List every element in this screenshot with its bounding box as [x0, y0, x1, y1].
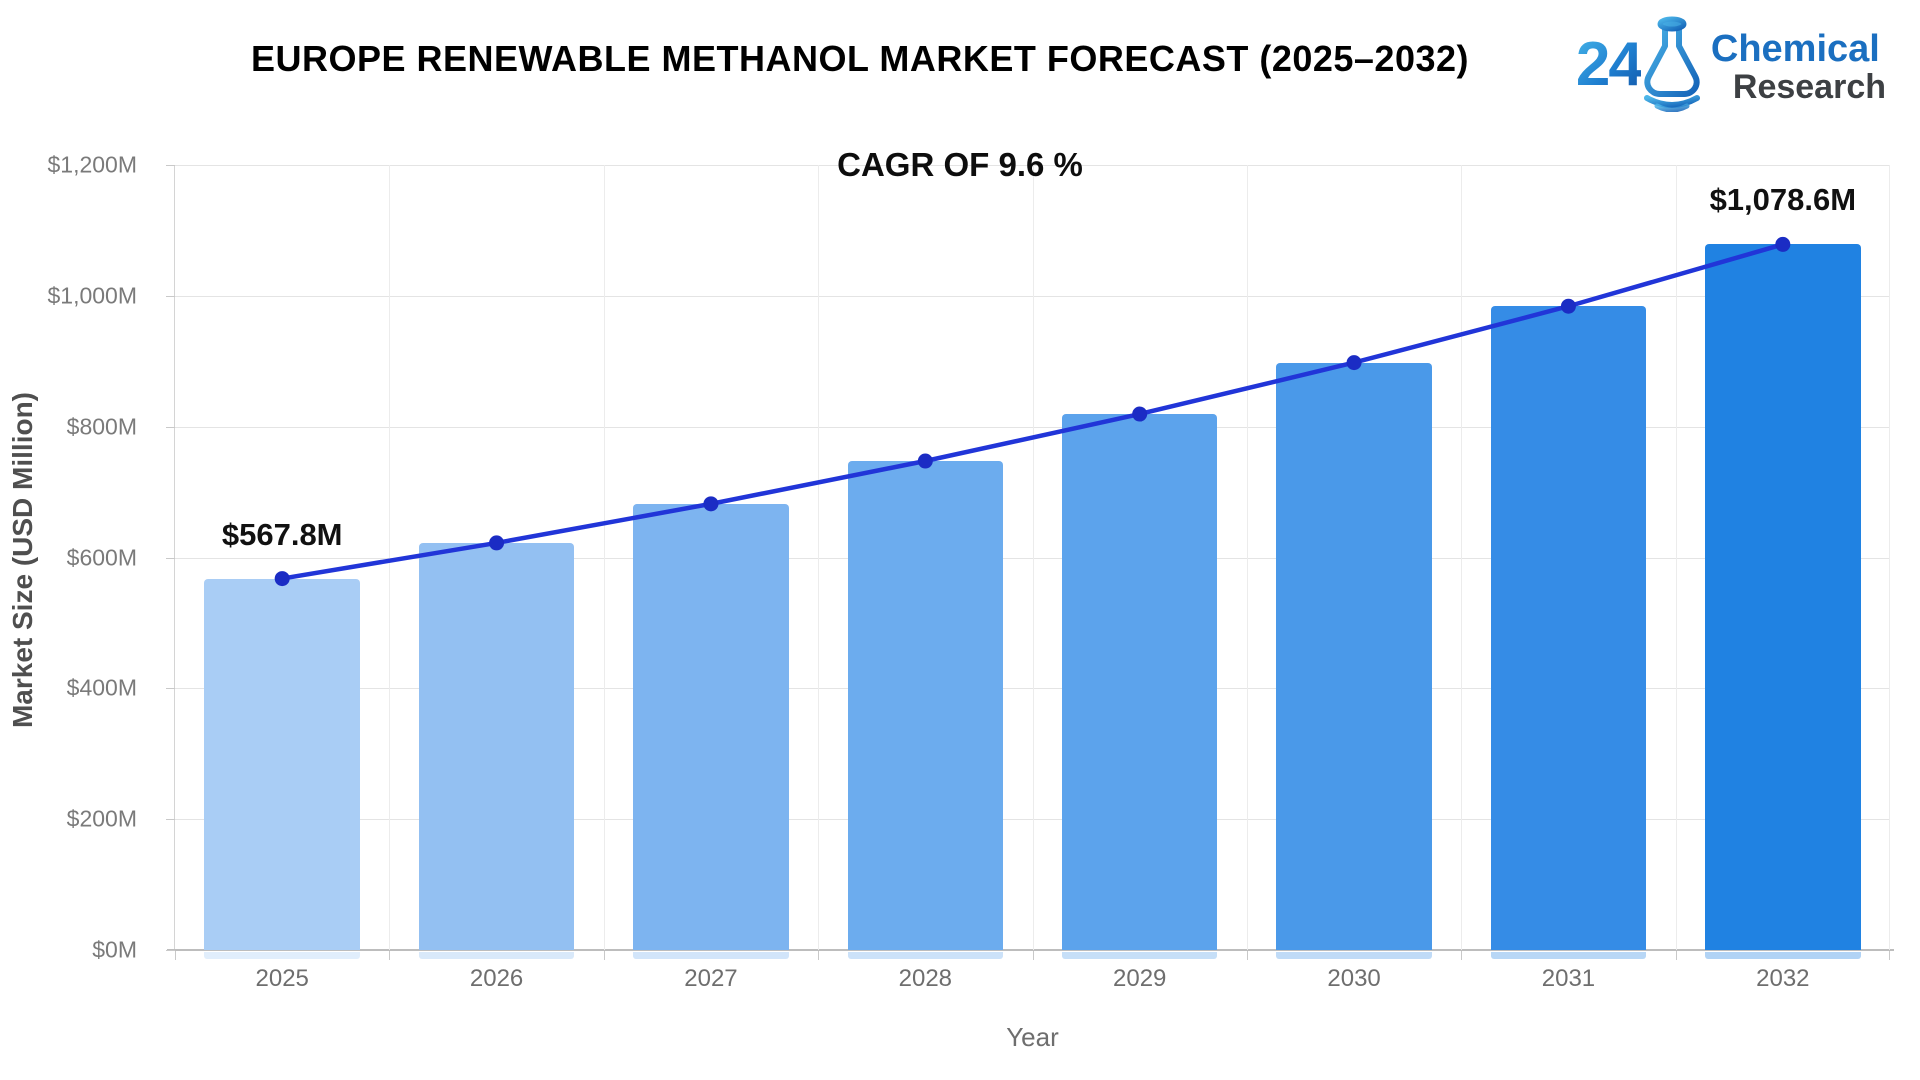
x-tick-mark	[603, 951, 605, 960]
flask-icon	[1635, 16, 1709, 117]
x-tick-mark	[175, 951, 176, 960]
bar-reflection	[633, 952, 789, 959]
x-tick-label-2027: 2027	[684, 965, 738, 992]
bar-2025	[204, 578, 360, 950]
logo-wordmark: Chemical Research	[1710, 28, 1886, 106]
y-tick-label: $200M	[66, 805, 137, 832]
x-axis-title: Year	[1006, 1022, 1059, 1052]
x-tick-mark	[1461, 951, 1463, 960]
x-tick-mark	[1675, 951, 1677, 960]
y-tick-mark	[166, 950, 175, 951]
y-tick-label: $1,000M	[47, 282, 137, 309]
bar-reflection	[847, 952, 1004, 959]
bar-reflection	[418, 952, 575, 959]
x-tick-mark	[1032, 951, 1034, 960]
y-tick-label: $800M	[66, 413, 137, 440]
data-point-2025	[274, 571, 290, 587]
plot-area: $0M $200M $400M $600M $800M $1,000M $1,200M 202…	[47, 152, 1894, 992]
gridline-v	[1675, 165, 1677, 950]
y-tick-mark	[166, 165, 175, 166]
bar-reflection	[1276, 952, 1432, 959]
bar-2032	[1705, 244, 1861, 950]
x-tick-label-2030: 2030	[1327, 965, 1381, 992]
data-point-2026	[489, 535, 505, 551]
bar-reflection	[1061, 952, 1218, 959]
x-tick-mark	[389, 951, 391, 960]
y-tick-mark	[166, 426, 175, 428]
x-tick-label-2032: 2032	[1756, 965, 1810, 992]
data-point-2032	[1775, 236, 1791, 252]
y-tick-mark	[166, 819, 175, 821]
bar-2028	[847, 461, 1004, 950]
gridline-v	[1889, 165, 1890, 950]
y-tick-mark	[166, 295, 175, 297]
y-tick-label: $400M	[66, 674, 137, 701]
x-tick-label-2026: 2026	[469, 965, 524, 992]
y-tick-label: $600M	[66, 544, 137, 570]
cagr-annotation: CAGR OF 9.6 %	[837, 146, 1083, 183]
x-tick-label-2028: 2028	[898, 965, 953, 992]
bar-2030	[1276, 362, 1432, 950]
gridline-v	[1032, 165, 1034, 950]
gridline-v	[818, 165, 820, 950]
data-point-2030	[1346, 355, 1362, 371]
trend-line-layer	[274, 236, 1791, 587]
bar-reflection	[1490, 952, 1647, 959]
x-tick-mark	[818, 951, 820, 960]
x-axis-line	[167, 949, 1894, 951]
data-point-2031	[1560, 298, 1576, 314]
data-point-2029	[1132, 406, 1148, 422]
gridline-v	[389, 165, 391, 950]
x-tick-label-2031: 2031	[1541, 965, 1596, 992]
bar-2027	[633, 503, 789, 950]
y-tick-mark	[166, 688, 175, 690]
y-tick-label: $0M	[92, 936, 137, 963]
data-point-2028	[917, 453, 933, 469]
bar-2031	[1490, 306, 1647, 950]
y-tick-label: $1,200M	[47, 151, 137, 178]
x-tick-mark	[1889, 951, 1890, 960]
value-label-2025: $567.8M	[221, 516, 343, 552]
trend-line	[281, 242, 1784, 581]
logo-word-chemical: Chemical	[1710, 28, 1880, 70]
bar-reflection	[1705, 952, 1861, 959]
gridline-v	[1461, 165, 1463, 950]
logo-number: 24	[1575, 30, 1643, 99]
chart-title: EUROPE RENEWABLE METHANOL MARKET FORECAS…	[250, 38, 1470, 79]
bar-2029	[1061, 414, 1218, 950]
logo-word-research: Research	[1732, 67, 1886, 106]
data-point-2027	[703, 496, 719, 512]
value-label-2032: $1,078.6M	[1709, 182, 1857, 218]
company-logo: 24 Chemical Research	[1576, 16, 1886, 117]
x-tick-mark	[1246, 951, 1248, 960]
x-tick-label-2029: 2029	[1112, 965, 1167, 992]
bar-2026	[418, 542, 575, 950]
bar-reflection	[204, 952, 360, 959]
y-tick-mark	[166, 557, 175, 559]
gridline-v	[1246, 165, 1248, 950]
gridline-v	[603, 165, 605, 950]
x-tick-label-2025: 2025	[255, 965, 309, 992]
